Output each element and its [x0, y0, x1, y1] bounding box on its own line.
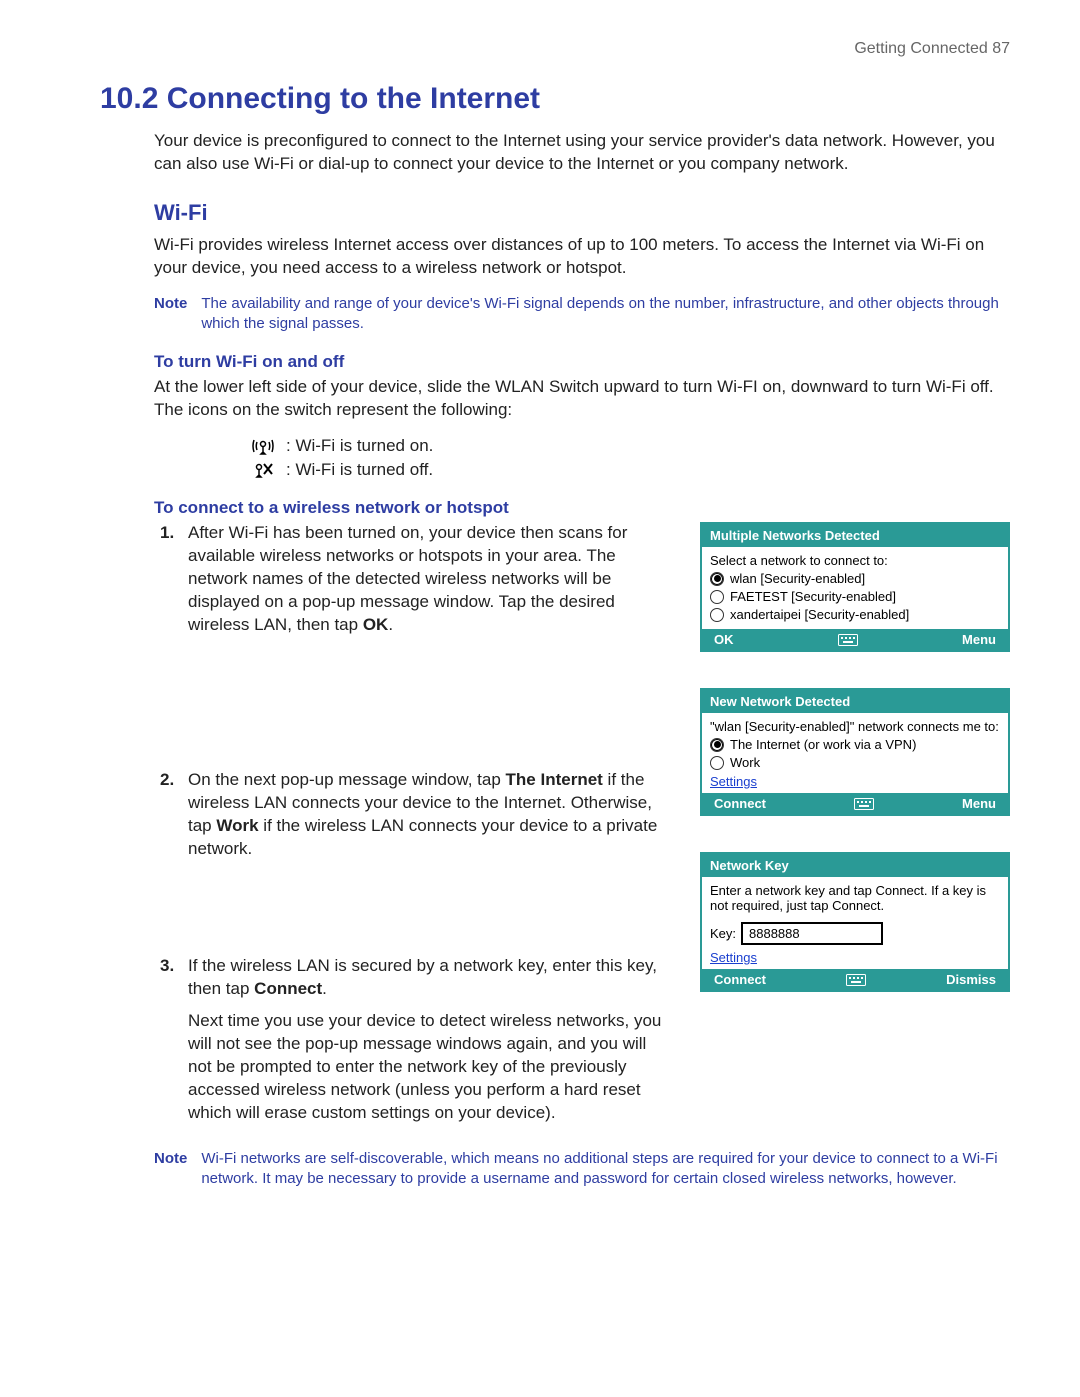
radio-icon: [710, 608, 724, 622]
wifi-on-text: : Wi-Fi is turned on.: [286, 436, 433, 456]
radio-icon: [710, 756, 724, 770]
wifi-off-icon: [250, 461, 276, 479]
turn-wifi-heading: To turn Wi-Fi on and off: [154, 352, 1010, 372]
dialog2-title: New Network Detected: [702, 690, 1008, 713]
wifi-on-icon: [250, 437, 276, 455]
dialog2-settings-link[interactable]: Settings: [710, 774, 757, 789]
radio-icon: [710, 590, 724, 604]
step1-text-c: .: [388, 615, 393, 634]
dialog3-key-input[interactable]: 8888888: [742, 923, 882, 944]
dialog3-dismiss-button[interactable]: Dismiss: [946, 972, 996, 987]
wifi-on-row: : Wi-Fi is turned on.: [250, 436, 1010, 456]
dialog-multiple-networks: Multiple Networks Detected Select a netw…: [700, 522, 1010, 652]
running-head: Getting Connected 87: [100, 40, 1010, 58]
dialog2-connect-button[interactable]: Connect: [714, 796, 766, 811]
radio-selected-icon: [710, 572, 724, 586]
step3-paragraph-2: Next time you use your device to detect …: [188, 1010, 672, 1125]
keyboard-icon[interactable]: [846, 974, 866, 986]
dialog1-prompt: Select a network to connect to:: [710, 553, 1000, 568]
turn-wifi-body: At the lower left side of your device, s…: [154, 376, 1010, 422]
step1-text-a: After Wi-Fi has been turned on, your dev…: [188, 523, 627, 634]
dialog1-option-2-label: xandertaipei [Security-enabled]: [730, 607, 909, 622]
dialog2-menu-button[interactable]: Menu: [962, 796, 996, 811]
dialog3-prompt: Enter a network key and tap Connect. If …: [710, 883, 1000, 913]
step-2: On the next pop-up message window, tap T…: [154, 769, 672, 941]
step3-text-c: .: [322, 979, 327, 998]
radio-selected-icon: [710, 738, 724, 752]
wifi-heading: Wi-Fi: [154, 200, 1010, 226]
dialog2-option-0[interactable]: The Internet (or work via a VPN): [710, 737, 1000, 752]
keyboard-icon[interactable]: [854, 798, 874, 810]
connect-heading: To connect to a wireless network or hots…: [154, 498, 1010, 518]
wifi-off-text: : Wi-Fi is turned off.: [286, 460, 433, 480]
step2-text-a: On the next pop-up message window, tap: [188, 770, 506, 789]
dialog3-settings-link[interactable]: Settings: [710, 950, 757, 965]
wifi-intro: Wi-Fi provides wireless Internet access …: [154, 234, 1010, 280]
section-heading: 10.2 Connecting to the Internet: [100, 82, 1010, 116]
step-3: If the wireless LAN is secured by a netw…: [154, 955, 672, 1126]
dialog1-option-1[interactable]: FAETEST [Security-enabled]: [710, 589, 1000, 604]
dialog1-menu-button[interactable]: Menu: [962, 632, 996, 647]
dialog3-connect-button[interactable]: Connect: [714, 972, 766, 987]
dialog1-option-0-label: wlan [Security-enabled]: [730, 571, 865, 586]
dialog1-option-2[interactable]: xandertaipei [Security-enabled]: [710, 607, 1000, 622]
note-body: Wi-Fi networks are self-discoverable, wh…: [201, 1149, 1010, 1190]
keyboard-icon[interactable]: [838, 634, 858, 646]
dialog-network-key: Network Key Enter a network key and tap …: [700, 852, 1010, 992]
dialog1-title: Multiple Networks Detected: [702, 524, 1008, 547]
dialog1-ok-button[interactable]: OK: [714, 632, 734, 647]
step3-bold-connect: Connect: [254, 979, 322, 998]
step1-bold-ok: OK: [363, 615, 389, 634]
note-label: Note: [154, 294, 187, 335]
intro-paragraph: Your device is preconfigured to connect …: [154, 130, 1010, 176]
dialog-new-network: New Network Detected "wlan [Security-ena…: [700, 688, 1010, 816]
dialog2-prompt: "wlan [Security-enabled]" network connec…: [710, 719, 1000, 734]
step-1: After Wi-Fi has been turned on, your dev…: [154, 522, 672, 755]
note-availability: Note The availability and range of your …: [154, 294, 1010, 335]
note-label: Note: [154, 1149, 187, 1190]
dialog2-option-1-label: Work: [730, 755, 760, 770]
step2-bold-work: Work: [216, 816, 258, 835]
dialog3-key-label: Key:: [710, 926, 736, 941]
dialog2-option-1[interactable]: Work: [710, 755, 1000, 770]
dialog2-option-0-label: The Internet (or work via a VPN): [730, 737, 916, 752]
dialog1-option-1-label: FAETEST [Security-enabled]: [730, 589, 896, 604]
step2-bold-internet: The Internet: [506, 770, 603, 789]
step2-text-e: if the wireless LAN connects your device…: [188, 816, 657, 858]
note-body: The availability and range of your devic…: [201, 294, 1010, 335]
wifi-off-row: : Wi-Fi is turned off.: [250, 460, 1010, 480]
dialog3-title: Network Key: [702, 854, 1008, 877]
dialog1-option-0[interactable]: wlan [Security-enabled]: [710, 571, 1000, 586]
note-self-discoverable: Note Wi-Fi networks are self-discoverabl…: [154, 1149, 1010, 1190]
